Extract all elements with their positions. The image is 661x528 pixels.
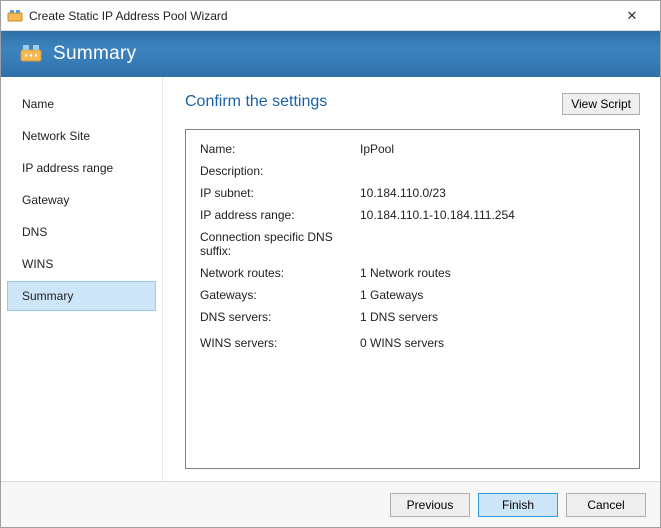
settings-label: Description:: [200, 164, 360, 178]
banner-title: Summary: [53, 43, 136, 65]
settings-panel: Name:IpPoolDescription:IP subnet:10.184.…: [185, 129, 640, 469]
settings-label: IP subnet:: [200, 186, 360, 200]
titlebar: Create Static IP Address Pool Wizard ✕: [1, 1, 660, 31]
sidebar: Name Network Site IP address range Gateway D…: [1, 77, 163, 481]
settings-value: 10.184.110.1-10.184.111.254: [360, 208, 625, 222]
settings-value: [360, 230, 625, 258]
sidebar-item-summary[interactable]: Summary: [7, 281, 156, 311]
settings-value: 1 DNS servers: [360, 310, 625, 324]
settings-value: IpPool: [360, 142, 625, 156]
sidebar-item-label: Gateway: [22, 193, 69, 207]
banner-icon: [19, 42, 43, 66]
sidebar-item-wins[interactable]: WINS: [7, 249, 156, 279]
settings-label: Name:: [200, 142, 360, 156]
footer: Previous Finish Cancel: [1, 481, 660, 527]
wizard-window: Create Static IP Address Pool Wizard ✕ S…: [0, 0, 661, 528]
banner: Summary: [1, 31, 660, 77]
previous-button[interactable]: Previous: [390, 493, 470, 517]
settings-value: [360, 164, 625, 178]
settings-row: IP subnet:10.184.110.0/23: [200, 186, 625, 200]
sidebar-item-label: Summary: [22, 289, 73, 303]
sidebar-item-label: WINS: [22, 257, 53, 271]
settings-label: IP address range:: [200, 208, 360, 222]
settings-row: DNS servers:1 DNS servers: [200, 310, 625, 324]
settings-label: WINS servers:: [200, 336, 360, 350]
settings-value: 1 Gateways: [360, 288, 625, 302]
main-panel: Confirm the settings View Script Name:Ip…: [163, 77, 660, 481]
main-header: Confirm the settings View Script: [185, 93, 640, 115]
sidebar-item-network-site[interactable]: Network Site: [7, 121, 156, 151]
settings-row: Network routes:1 Network routes: [200, 266, 625, 280]
settings-row: Connection specific DNS suffix:: [200, 230, 625, 258]
view-script-button[interactable]: View Script: [562, 93, 640, 115]
settings-row: IP address range:10.184.110.1-10.184.111…: [200, 208, 625, 222]
settings-value: 10.184.110.0/23: [360, 186, 625, 200]
sidebar-item-ip-address-range[interactable]: IP address range: [7, 153, 156, 183]
settings-label: Connection specific DNS suffix:: [200, 230, 360, 258]
cancel-button[interactable]: Cancel: [566, 493, 646, 517]
settings-row: Gateways:1 Gateways: [200, 288, 625, 302]
sidebar-item-label: DNS: [22, 225, 47, 239]
settings-row: WINS servers:0 WINS servers: [200, 336, 625, 350]
page-heading: Confirm the settings: [185, 93, 562, 111]
settings-label: Gateways:: [200, 288, 360, 302]
body: Name Network Site IP address range Gateway D…: [1, 77, 660, 481]
settings-label: Network routes:: [200, 266, 360, 280]
sidebar-item-label: IP address range: [22, 161, 113, 175]
settings-label: DNS servers:: [200, 310, 360, 324]
sidebar-item-name[interactable]: Name: [7, 89, 156, 119]
settings-value: 0 WINS servers: [360, 336, 625, 350]
sidebar-item-gateway[interactable]: Gateway: [7, 185, 156, 215]
sidebar-item-dns[interactable]: DNS: [7, 217, 156, 247]
close-button[interactable]: ✕: [612, 8, 652, 24]
sidebar-item-label: Network Site: [22, 129, 90, 143]
window-title: Create Static IP Address Pool Wizard: [29, 9, 612, 23]
settings-row: Description:: [200, 164, 625, 178]
settings-value: 1 Network routes: [360, 266, 625, 280]
settings-row: Name:IpPool: [200, 142, 625, 156]
sidebar-item-label: Name: [22, 97, 54, 111]
finish-button[interactable]: Finish: [478, 493, 558, 517]
app-icon: [7, 8, 23, 24]
